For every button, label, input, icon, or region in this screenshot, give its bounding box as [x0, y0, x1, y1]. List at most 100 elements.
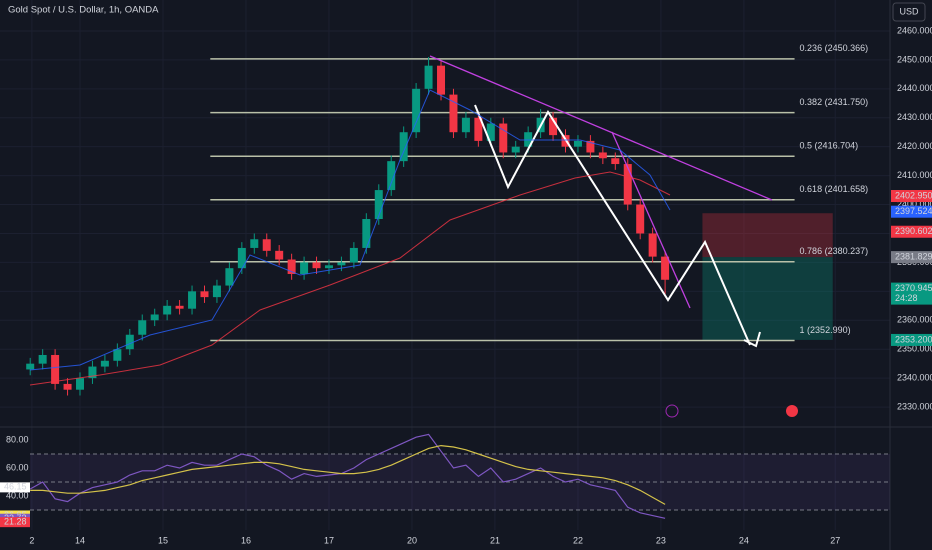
- fib-label: 0.786 (2380.237): [800, 246, 869, 256]
- x-tick-label: 21: [490, 535, 500, 545]
- x-tick-label: 15: [158, 535, 168, 545]
- candle-body: [51, 354, 60, 384]
- candle-body: [138, 320, 147, 335]
- rsi-tick-label: 80.00: [6, 434, 29, 444]
- y-tick-label: 2420.000: [897, 141, 932, 151]
- rsi-line: [29, 433, 666, 519]
- candle-body: [200, 291, 209, 298]
- trendline: [611, 131, 691, 309]
- fib-label: 1 (2352.990): [800, 325, 851, 335]
- candle-body: [125, 334, 134, 350]
- candle-body: [511, 146, 520, 153]
- event-icon[interactable]: [786, 405, 798, 417]
- candle-body: [275, 250, 284, 260]
- countdown: 24:28: [895, 293, 918, 303]
- candle-body: [26, 363, 35, 370]
- candle-body: [76, 378, 85, 390]
- x-tick-label: 14: [75, 535, 85, 545]
- rsi-tick-label: 60.00: [6, 462, 29, 472]
- x-tick-label: 23: [656, 535, 666, 545]
- candle-body: [412, 88, 421, 133]
- fib-label: 0.382 (2431.750): [800, 97, 869, 107]
- candle-body: [175, 305, 184, 309]
- candle-body: [524, 132, 533, 147]
- candle-body: [474, 117, 483, 141]
- trendline: [429, 55, 773, 201]
- candle-body: [237, 247, 246, 269]
- y-tick-label: 2430.000: [897, 112, 932, 122]
- candle-body: [225, 268, 234, 286]
- currency: USD: [899, 6, 919, 16]
- candle-body: [188, 291, 197, 309]
- candle-body: [461, 117, 470, 133]
- candle-body: [399, 132, 408, 162]
- candle-body: [324, 265, 333, 269]
- y-tick-label: 2440.000: [897, 83, 932, 93]
- fib-label: 0.236 (2450.366): [800, 43, 869, 53]
- candle-body: [163, 305, 172, 315]
- x-tick-label: 20: [407, 535, 417, 545]
- price-tag-label: 2353.200: [895, 334, 932, 344]
- y-tick-label: 2360.000: [897, 315, 932, 325]
- rsi-tag-label: 21.28: [4, 517, 27, 527]
- candle-body: [623, 164, 632, 205]
- price-tag-label: 2381.829: [895, 251, 932, 261]
- candle-body: [300, 262, 309, 274]
- price-tag-label: 2402.950: [895, 190, 932, 200]
- x-tick-label: 22: [573, 535, 583, 545]
- rsi-tag-label: 46.15: [4, 482, 27, 492]
- candle-body: [38, 354, 47, 364]
- price-tag: [891, 251, 932, 264]
- candle-body: [287, 259, 296, 274]
- grid: [0, 0, 890, 530]
- candle-body: [150, 314, 159, 321]
- x-tick-label: 24: [739, 535, 749, 545]
- fib-label: 0.618 (2401.658): [800, 184, 869, 194]
- rsi-tag: [0, 517, 30, 528]
- candle-body: [611, 158, 620, 165]
- price-tag: [891, 190, 932, 203]
- candle-body: [362, 219, 371, 248]
- x-tick-label: 16: [241, 535, 251, 545]
- candle-body: [598, 152, 607, 159]
- candle-body: [387, 161, 396, 191]
- candle-body: [100, 360, 109, 367]
- rsi-ma-line: [30, 444, 666, 505]
- y-tick-label: 2450.000: [897, 54, 932, 64]
- candle-body: [424, 65, 433, 89]
- candle-body: [63, 383, 72, 390]
- arrow-head: [743, 331, 761, 348]
- candle-body: [449, 94, 458, 133]
- candle-body: [549, 117, 558, 136]
- y-tick-label: 2460.000: [897, 25, 932, 35]
- candle-body: [661, 256, 670, 280]
- candle-body: [437, 65, 446, 95]
- rsi-tag: [0, 482, 30, 493]
- y-tick-label: 2340.000: [897, 373, 932, 383]
- candle-body: [88, 366, 97, 379]
- candle-body: [349, 247, 358, 263]
- event-icon[interactable]: [665, 404, 679, 418]
- candle-body: [499, 123, 508, 153]
- price-tag-label: 2390.602: [895, 226, 932, 236]
- x-tick-label: 27: [830, 535, 840, 545]
- x-tick-label: 2: [29, 535, 34, 545]
- marks: [26, 56, 890, 519]
- candle-body: [262, 239, 271, 251]
- candle-body: [212, 285, 221, 298]
- x-tick-label: 17: [324, 535, 334, 545]
- candle-body: [312, 262, 321, 269]
- currency-button[interactable]: [892, 2, 926, 22]
- candle-body: [486, 123, 495, 141]
- candle-body: [648, 233, 657, 257]
- rsi-tick-label: 40.00: [6, 490, 29, 500]
- candle-body: [586, 140, 595, 153]
- y-tick-label: 2350.000: [897, 344, 932, 354]
- price-tag-label: 2397.524: [895, 206, 932, 216]
- candle-body: [636, 204, 645, 234]
- y-tick-label: 2330.000: [897, 401, 932, 411]
- price-tag-label: 2370.945: [895, 283, 932, 293]
- drawings: [29, 55, 773, 386]
- candle-body: [337, 262, 346, 266]
